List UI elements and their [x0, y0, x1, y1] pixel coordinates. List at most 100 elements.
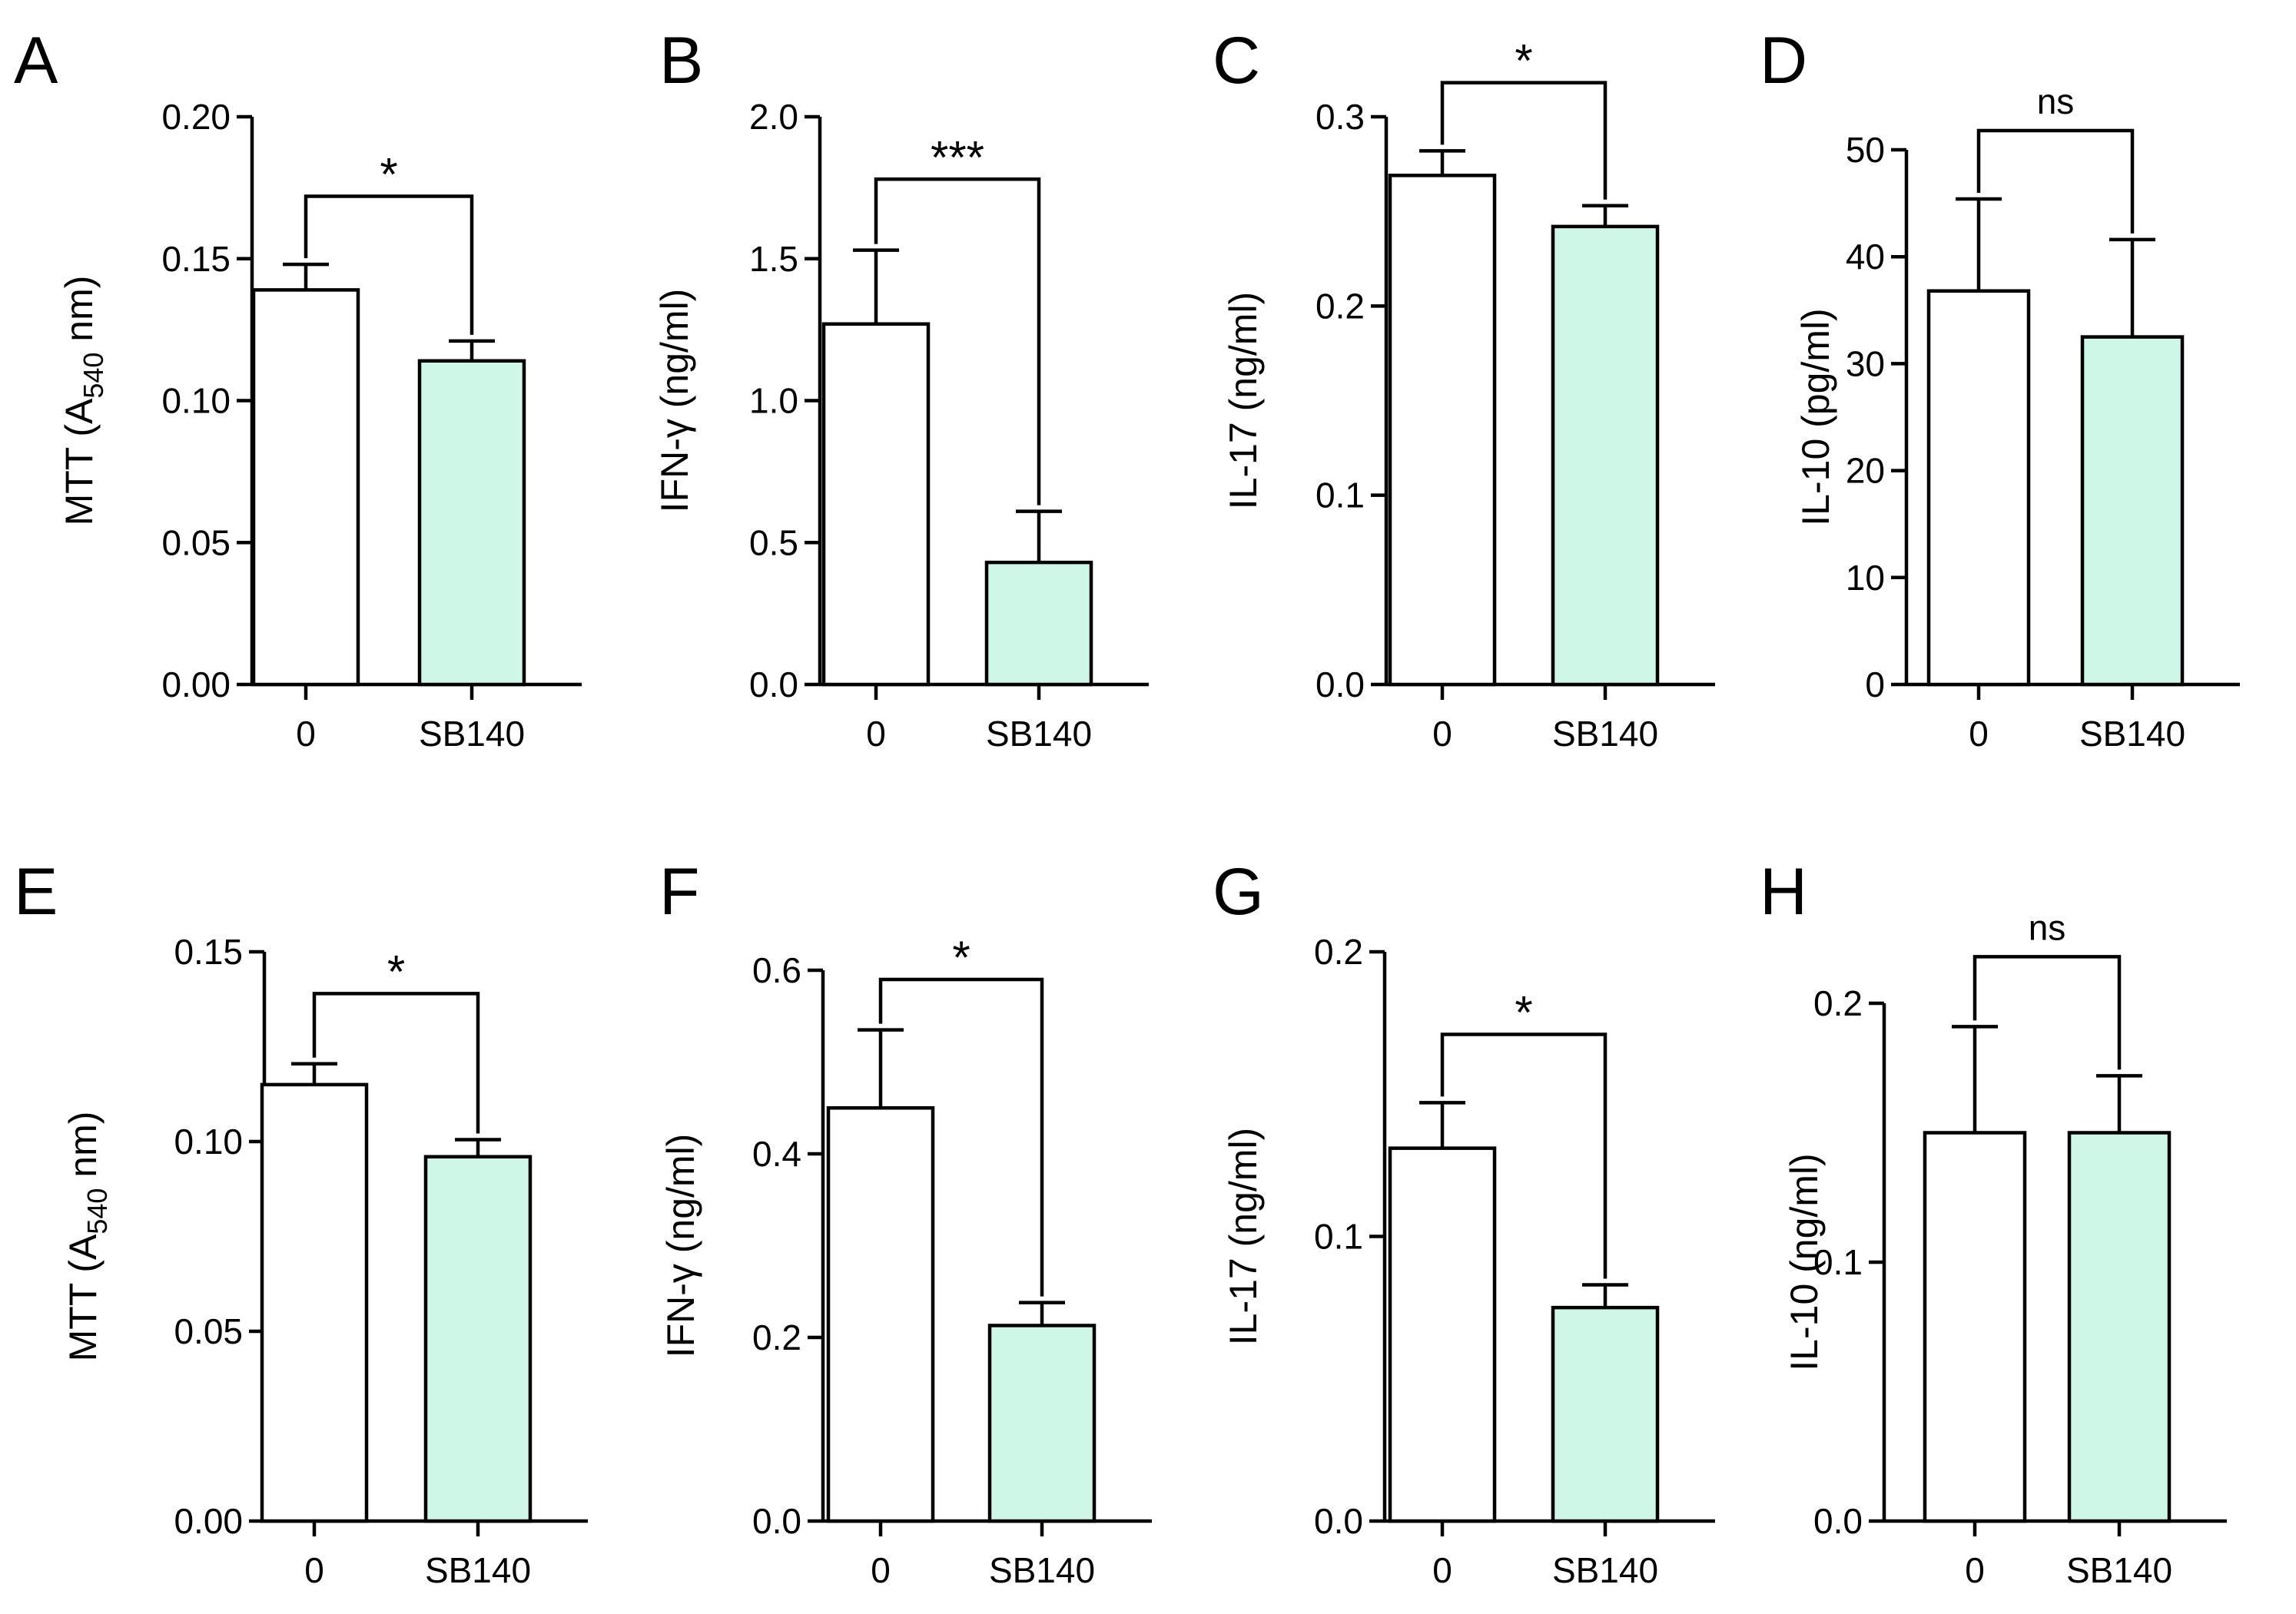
y-tick-label: 0.15 [161, 239, 231, 279]
significance-bracket [1440, 81, 1608, 200]
panel-letter: A [14, 24, 58, 98]
y-tick-label: 30 [1846, 343, 1885, 383]
y-axis-title: MTT (A540 nm) [61, 1112, 113, 1362]
y-tick-label: 0.5 [749, 522, 798, 562]
x-tick-label: 0 [1432, 1550, 1452, 1590]
panel-c: C 0.0 0.1 0.2 0.3 0 SB140 * IL-17 (ng/ml) [1213, 24, 1715, 754]
error-bar [1582, 204, 1628, 227]
y-axis-title-subscript: 540 [81, 1188, 113, 1235]
significance-label: * [1515, 986, 1532, 1038]
significance-bracket [312, 992, 480, 1134]
y-tick-label: 0.0 [1813, 1501, 1863, 1541]
y-tick-label: 0.1 [1316, 476, 1365, 515]
panel-letter: E [14, 855, 58, 929]
y-tick-label: 0.2 [1813, 983, 1863, 1023]
significance-bracket [1440, 1032, 1608, 1279]
error-bar [1419, 1101, 1465, 1148]
y-axis-title-main: IFN-γ (ng/ml) [653, 289, 696, 513]
bar-sb140 [417, 359, 526, 687]
panel-letter: C [1213, 24, 1260, 98]
bar-sb140 [2067, 1131, 2172, 1523]
y-tick-label: 0.4 [752, 1134, 801, 1174]
y-tick-label: 0.0 [749, 664, 798, 704]
bar-control [260, 1082, 369, 1523]
bar-sb140 [1551, 1305, 1660, 1523]
error-bar [1956, 197, 2002, 291]
y-axis-title: IFN-γ (ng/ml) [659, 1134, 702, 1358]
x-tick-label: 0 [866, 714, 886, 754]
y-tick-label: 0.6 [752, 950, 801, 990]
panel-e: E 0.00 0.05 0.10 0.15 0 SB140 * MTT (A540 nm) [14, 855, 588, 1590]
y-tick-label: 0.1 [1813, 1242, 1863, 1282]
y-axis-title-main: MTT (A [58, 398, 101, 525]
panel-f: F 0.0 0.2 0.4 0.6 0 SB140 * IFN-γ (ng/ml) [659, 855, 1152, 1590]
error-bar [449, 339, 495, 361]
y-axis-title: IL-17 (ng/ml) [1222, 1128, 1265, 1345]
error-bar [291, 1062, 337, 1085]
y-axis-title-main: IL-17 (ng/ml) [1222, 292, 1265, 509]
panel-g: G 0.0 0.1 0.2 0 SB140 * IL-17 (ng/ml) [1213, 855, 1715, 1590]
significance-bracket [878, 977, 1044, 1297]
y-tick-label: 1.5 [749, 239, 798, 279]
bar-control [1388, 1146, 1497, 1523]
significance-label: ns [2037, 81, 2075, 121]
significance-label: *** [931, 131, 984, 183]
x-tick-label: 0 [1969, 714, 1989, 754]
y-axis-title: MTT (A540 nm) [58, 276, 109, 526]
x-tick-label: SB140 [1552, 714, 1658, 754]
significance-bracket [304, 194, 474, 335]
panel-letter: D [1760, 24, 1807, 98]
panel-a: A 0.00 0.05 0.10 0.15 0.20 0 SB140 * MTT (A540 nm… [14, 24, 582, 754]
y-tick-label: 50 [1846, 130, 1885, 170]
x-tick-label: 0 [296, 714, 316, 754]
y-axis-title-main: IL-10 (ng/ml) [1783, 1153, 1826, 1370]
y-axis-title: IFN-γ (ng/ml) [653, 289, 696, 513]
y-axis-title-main: IFN-γ (ng/ml) [659, 1134, 702, 1358]
y-tick-label: 0.20 [161, 97, 231, 137]
x-tick-label: SB140 [2066, 1550, 2172, 1590]
error-bar [853, 248, 899, 324]
error-bar [1016, 509, 1062, 563]
panel-b: B 0.0 0.5 1.0 1.5 2.0 0 SB140 *** IFN-γ (ng/ml) [653, 24, 1149, 754]
bar-sb140 [2080, 335, 2185, 687]
x-tick-label: SB140 [425, 1550, 531, 1590]
y-tick-label: 0.2 [1316, 286, 1365, 326]
significance-bracket [874, 177, 1041, 505]
x-tick-label: SB140 [989, 1550, 1095, 1590]
significance-label: * [387, 946, 405, 997]
panel-letter: G [1213, 855, 1264, 929]
y-tick-label: 0 [1865, 664, 1885, 704]
y-tick-label: 0.00 [161, 664, 231, 704]
error-bar [1419, 149, 1465, 176]
y-tick-label: 20 [1846, 451, 1885, 491]
significance-label: ns [2029, 907, 2066, 947]
panel-letter: F [659, 855, 700, 929]
y-tick-label: 0.0 [1316, 664, 1365, 704]
bar-control [826, 1106, 935, 1523]
significance-label: * [380, 148, 397, 200]
y-tick-label: 2.0 [749, 97, 798, 137]
error-bar [455, 1138, 501, 1157]
bar-control [251, 288, 360, 687]
y-tick-label: 40 [1846, 237, 1885, 277]
significance-label: * [952, 932, 970, 983]
x-tick-label: SB140 [986, 714, 1092, 754]
y-axis-title-main: MTT (A [61, 1234, 105, 1361]
bar-control [1923, 1131, 2027, 1523]
significance-label: * [1515, 35, 1532, 87]
y-tick-label: 0.1 [1314, 1217, 1363, 1257]
error-bar [1952, 1025, 1998, 1133]
y-axis-title: IL-10 (ng/ml) [1783, 1153, 1826, 1370]
bar-control [1926, 289, 2031, 687]
bar-sb140 [1551, 224, 1660, 687]
y-axis-title-tail: nm) [61, 1112, 105, 1188]
error-bar [1582, 1283, 1628, 1308]
x-tick-label: 0 [1965, 1550, 1985, 1590]
significance-bracket [1976, 128, 2135, 234]
y-tick-label: 1.0 [749, 381, 798, 421]
x-tick-label: SB140 [2079, 714, 2185, 754]
y-tick-label: 0.10 [174, 1122, 243, 1162]
error-bar [2096, 1074, 2142, 1133]
x-tick-label: 0 [871, 1550, 891, 1590]
